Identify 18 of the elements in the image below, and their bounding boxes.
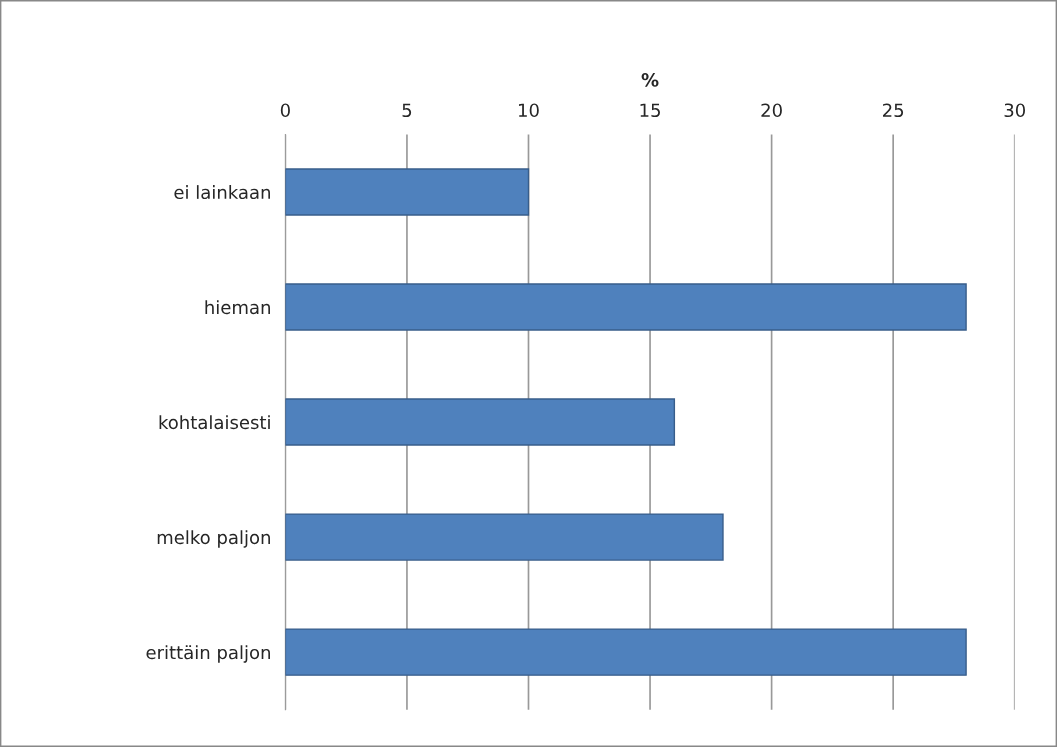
y-tick-label: kohtalaisesti (159, 415, 270, 430)
x-tick-label: 10 (519, 103, 539, 118)
y-tick-label: erittäin paljon (146, 645, 270, 663)
bar (285, 628, 967, 676)
x-tick-label: 15 (640, 103, 660, 118)
x-tick-label: 0 (280, 103, 290, 118)
x-tick-label: 25 (883, 103, 904, 118)
bar (285, 283, 967, 331)
bar (285, 513, 724, 561)
y-tick-label: ei lainkaan (174, 185, 270, 200)
x-tick-label: 30 (1004, 103, 1026, 118)
x-tick-label: 5 (402, 103, 412, 118)
bar (285, 168, 530, 216)
x-tick-label: 20 (761, 103, 782, 118)
x-axis-title: % (641, 73, 659, 87)
bar (285, 398, 676, 446)
y-tick-label: melko paljon (157, 530, 270, 548)
y-tick-label: hieman (205, 300, 270, 315)
